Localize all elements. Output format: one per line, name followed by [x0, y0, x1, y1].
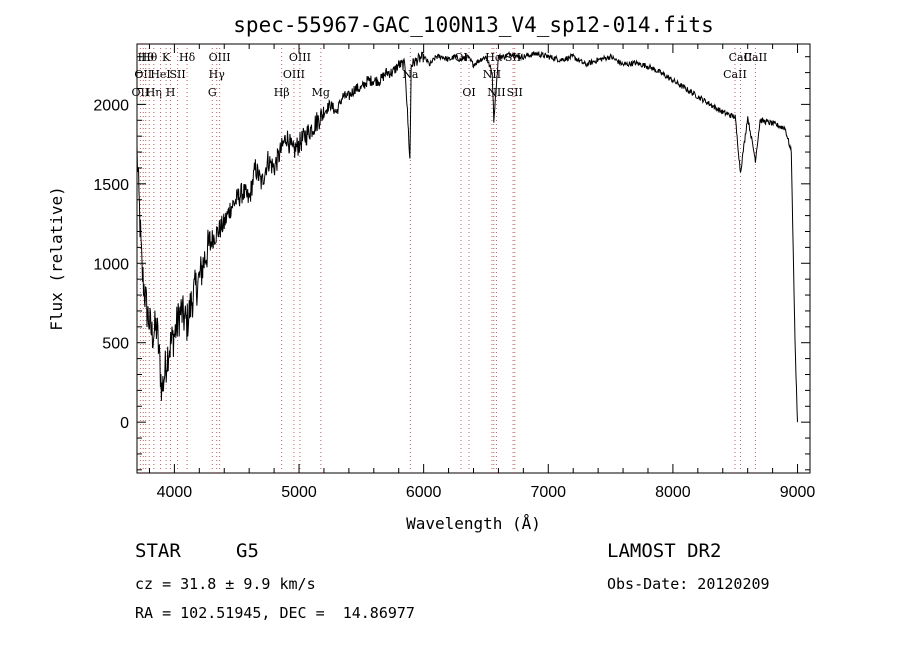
plot-frame [136, 43, 811, 474]
line-marker-label: OII [132, 86, 150, 99]
spectrum-line [136, 50, 798, 423]
line-marker-label: Hβ [274, 86, 290, 99]
x-tick-label: 9000 [780, 484, 816, 501]
line-marker-label: OI [462, 86, 475, 99]
line-marker-label: Hγ [209, 68, 226, 81]
line-marker-label: SII [507, 86, 523, 99]
line-marker-label: CaII [723, 68, 747, 81]
line-marker-label: Hθ [141, 51, 158, 64]
obs-date-label: Obs-Date: 20120209 [607, 575, 770, 593]
line-marker-label: G [208, 86, 217, 99]
line-marker-label: HeI [150, 68, 170, 81]
line-marker-label: K [162, 51, 171, 64]
line-marker-label: Hδ [179, 51, 196, 64]
line-marker-label: OI [454, 51, 467, 64]
x-axis-label: Wavelength (Å) [406, 514, 541, 533]
y-tick-label: 0 [120, 415, 129, 432]
line-marker-label: OIII [283, 68, 305, 81]
redshift-label: cz = 31.8 ± 9.9 km/s [135, 575, 316, 593]
x-tick-label: 7000 [530, 484, 566, 501]
x-tick-label: 5000 [281, 484, 317, 501]
y-axis-label: Flux (relative) [47, 186, 66, 331]
y-tick-label: 2000 [93, 97, 129, 114]
line-marker-label: Mg [312, 86, 330, 99]
y-tick-label: 1000 [93, 256, 129, 273]
line-marker-label: OIII [289, 51, 311, 64]
line-marker-label: SII [170, 68, 186, 81]
line-marker-label: OII [134, 68, 152, 81]
chart-title: spec-55967-GAC_100N13_V4_sp12-014.fits [233, 13, 713, 37]
line-marker-label: H [166, 86, 176, 99]
line-marker-label: Hη [146, 86, 162, 99]
line-marker-label: Hθ [138, 51, 155, 64]
y-tick-label: 500 [102, 336, 129, 353]
line-marker-label: CaII [744, 51, 768, 64]
x-tick-label: 6000 [406, 484, 442, 501]
line-marker-label: OIII [209, 51, 231, 64]
line-marker-label: Na [402, 68, 419, 81]
survey-label: LAMOST DR2 [607, 540, 722, 562]
line-marker-label: CaII [729, 51, 753, 64]
x-tick-label: 4000 [157, 484, 193, 501]
coordinates-label: RA = 102.51945, DEC = 14.86977 [135, 604, 415, 622]
y-tick-label: 1500 [93, 177, 129, 194]
x-tick-label: 8000 [655, 484, 691, 501]
object-class-label: STAR [135, 540, 181, 562]
subclass-label: G5 [236, 540, 259, 562]
